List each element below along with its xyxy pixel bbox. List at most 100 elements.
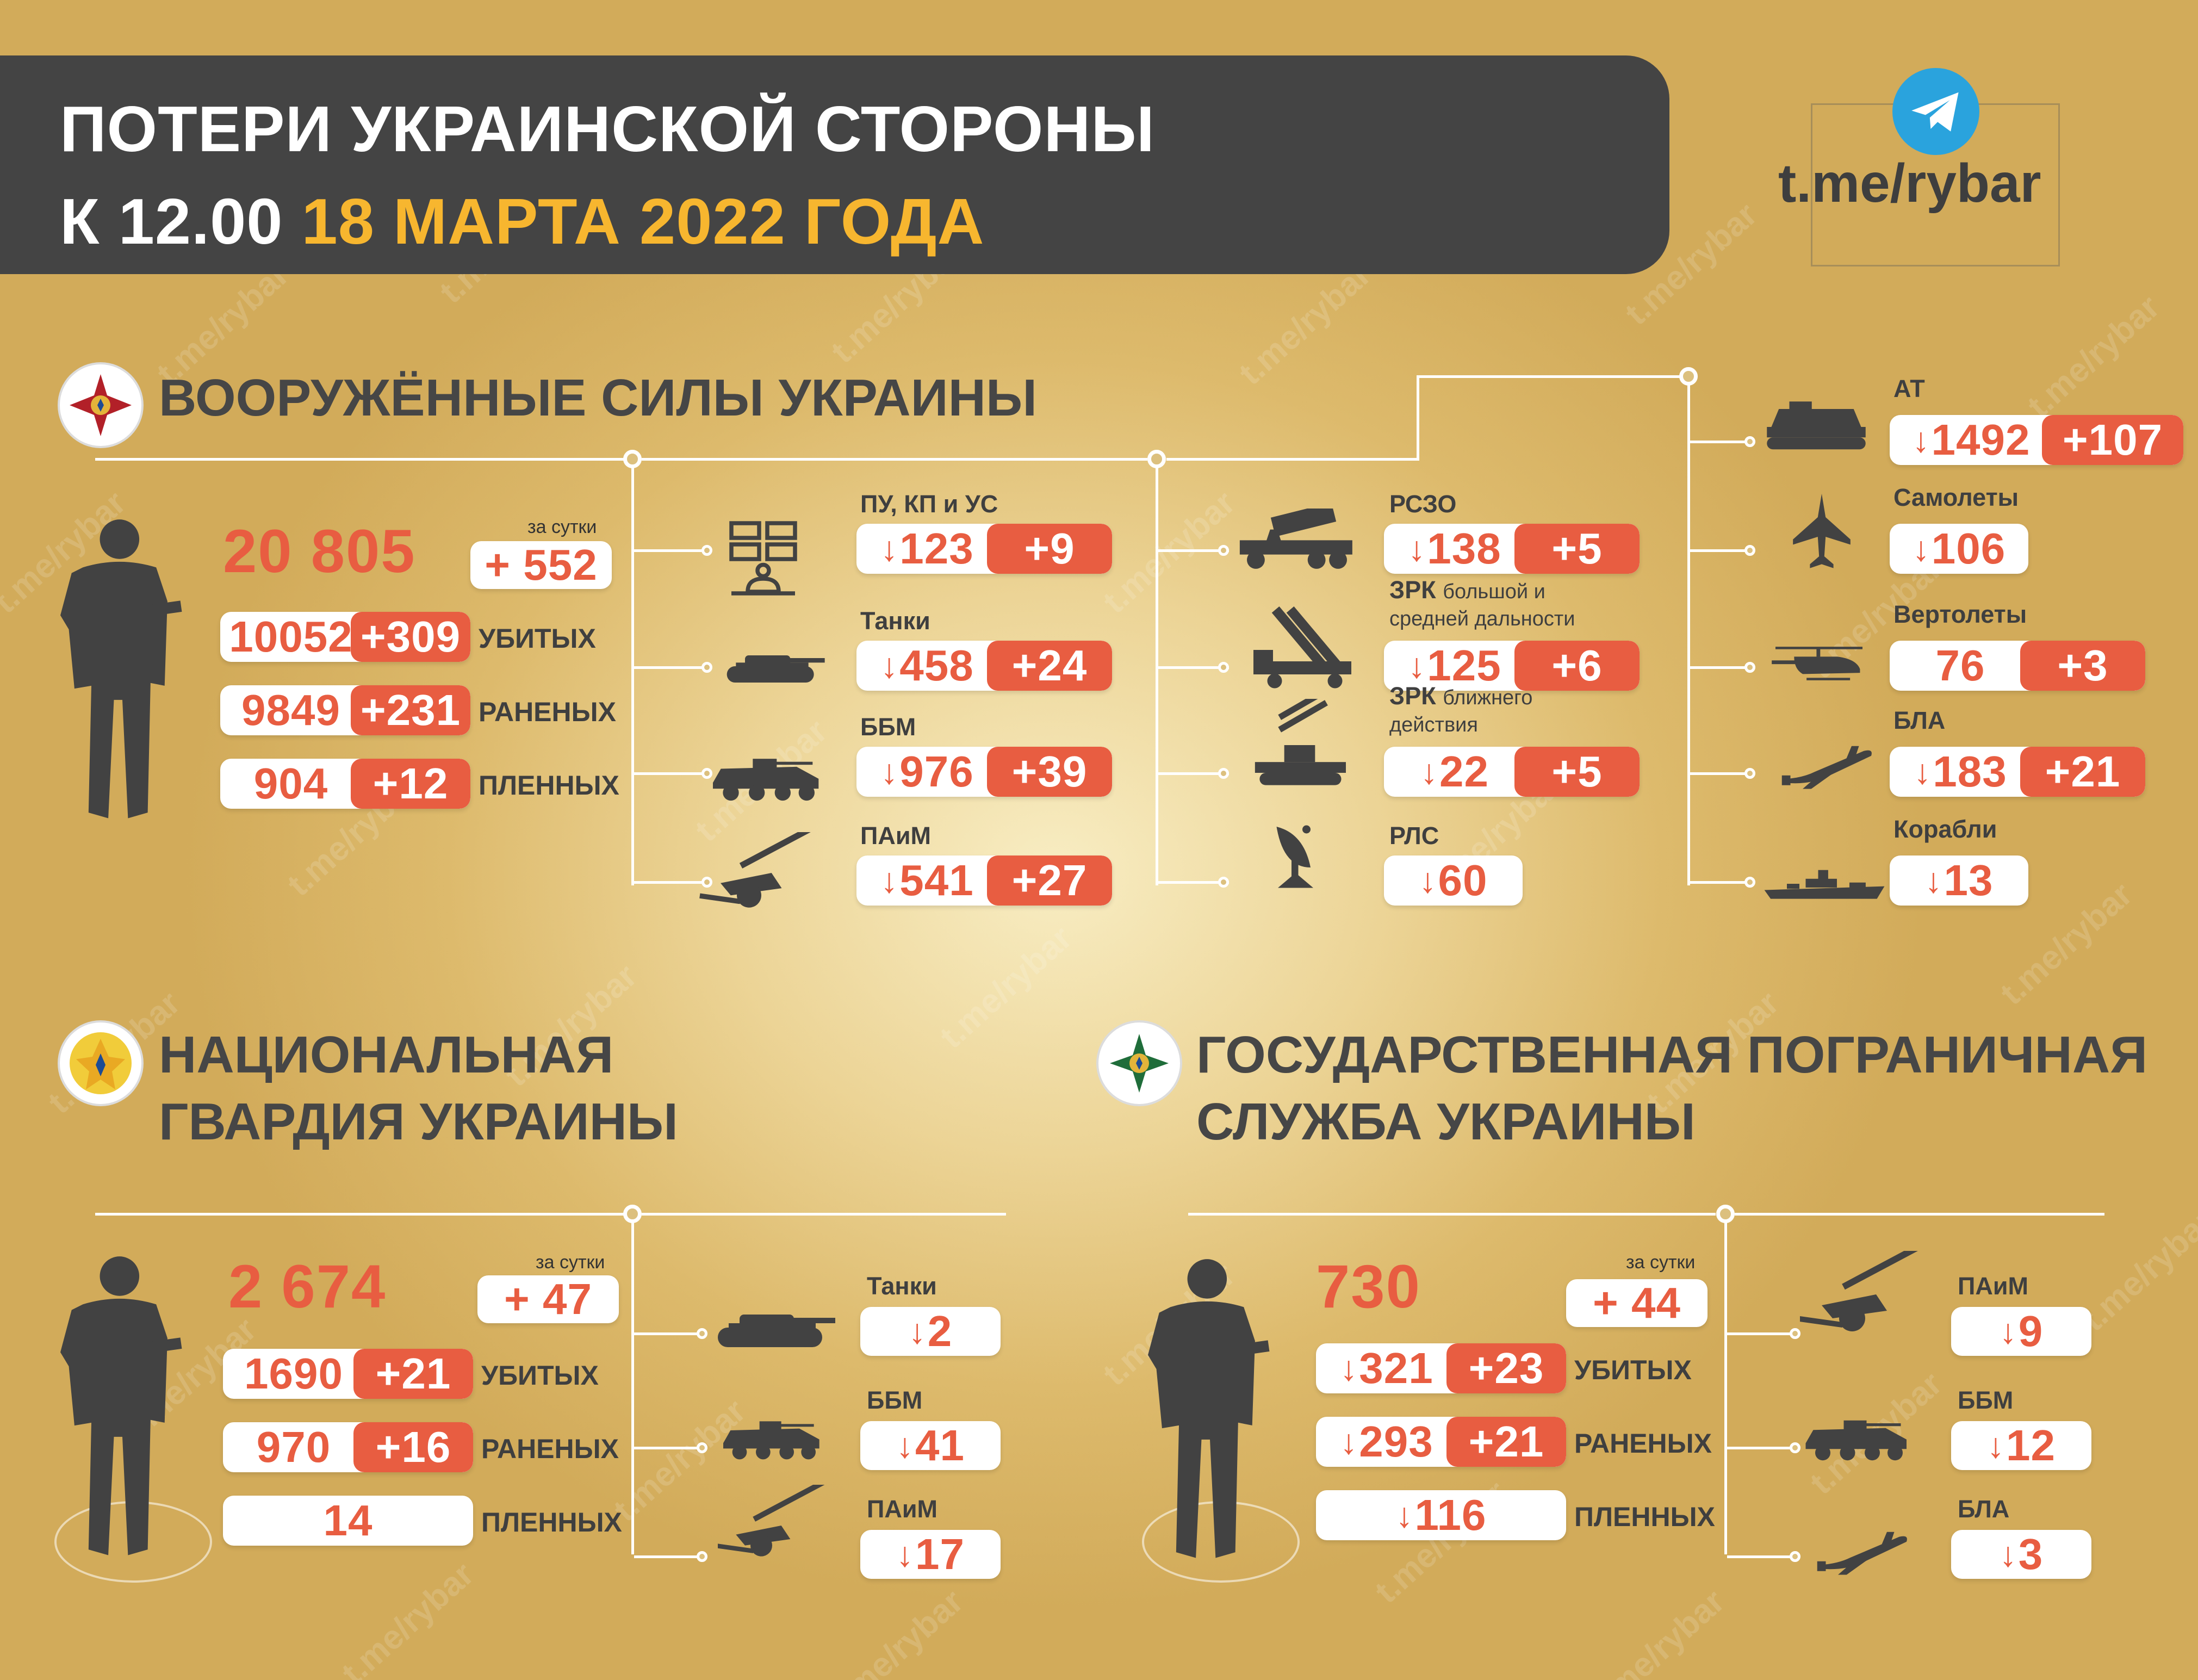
down-arrow-icon: ↓ — [880, 646, 899, 685]
vsu-equip-delta: +9 — [987, 524, 1112, 574]
connector-dot — [1218, 545, 1229, 556]
down-arrow-icon: ↓ — [1419, 861, 1437, 900]
connector-dot — [1790, 1442, 1800, 1453]
ngu-title-line1: НАЦИОНАЛЬНАЯ — [159, 1026, 614, 1084]
vsu-equip-pill: ↓ 541 +27 — [856, 856, 1112, 906]
vsu-equip-label: АТ — [1893, 375, 1925, 402]
apc-icon — [718, 1414, 827, 1463]
ngu-equip-pill: ↓ 17 — [860, 1530, 1001, 1579]
ngu-personnel-label: УБИТЫХ — [481, 1360, 599, 1391]
vsu-col2-spine — [1156, 468, 1158, 885]
gpsu-equip-total: ↓ 12 — [1951, 1421, 2091, 1470]
vsu-node-2 — [1147, 450, 1166, 468]
gpsu-personnel-pill: ↓ 293 +21 — [1316, 1417, 1566, 1467]
telegram-icon[interactable] — [1892, 68, 1979, 155]
command-post-icon — [723, 517, 805, 598]
ngu-personnel-total: 14 — [223, 1496, 473, 1546]
vsu-personnel-delta: +309 — [351, 612, 470, 662]
artillery-icon — [696, 832, 827, 914]
tank-icon — [707, 1294, 837, 1354]
ngu-equip-total-value: 2 — [927, 1307, 953, 1355]
watermark-text: t.me/rybar — [1585, 1582, 1732, 1680]
gpsu-per-day: + 44 — [1593, 1279, 1681, 1327]
watermark-text: t.me/rybar — [2075, 1201, 2198, 1339]
vsu-equip-total: ↓ 60 — [1384, 856, 1523, 906]
gpsu-title-line2: СЛУЖБА УКРАИНЫ — [1196, 1093, 1696, 1151]
vsu-equip-pill: ↓ 125 +6 — [1384, 641, 1640, 691]
gpsu-per-day-pill: + 44 — [1566, 1279, 1708, 1327]
connector — [1690, 666, 1750, 669]
artillery-icon — [1800, 1251, 1930, 1338]
connector — [1690, 881, 1750, 884]
gpsu-personnel-delta: +23 — [1446, 1343, 1566, 1393]
vsu-rule-2 — [642, 458, 1147, 461]
watermark-text: t.me/rybar — [2020, 288, 2167, 425]
connector-dot — [1744, 436, 1755, 447]
vsu-equip-total-value: 13 — [1944, 856, 1994, 904]
connector — [1158, 772, 1229, 775]
vsu-equip-label-sub: ближнего действия — [1389, 686, 1533, 736]
vsu-personnel-total: 9849 — [220, 685, 362, 735]
vsu-equip-delta: +5 — [1514, 747, 1640, 797]
gpsu-personnel-pill: ↓ 321 +23 — [1316, 1343, 1566, 1393]
gpsu-title-line1: ГОСУДАРСТВЕННАЯ ПОГРАНИЧНАЯ — [1196, 1026, 2148, 1084]
vsu-equip-delta: +107 — [2042, 415, 2183, 465]
ngu-personnel-delta: +21 — [353, 1349, 473, 1399]
vsu-equip-total-value: 123 — [899, 524, 974, 573]
vsu-equip-total: ↓ 976 — [856, 747, 998, 797]
ngu-emblem — [60, 1022, 141, 1104]
ngu-node — [623, 1205, 642, 1223]
vsu-total: 20 805 — [223, 517, 416, 585]
drone-icon — [1811, 1528, 1914, 1577]
ngu-personnel-total-value: 14 — [323, 1496, 373, 1545]
down-arrow-icon: ↓ — [1420, 752, 1438, 791]
artillery-icon — [718, 1485, 827, 1566]
channel-link[interactable]: t.me/rybar — [1778, 153, 2041, 214]
vsu-personnel-delta: +231 — [351, 685, 470, 735]
vsu-per-day-label: за сутки — [527, 517, 597, 537]
watermark-text: t.me/rybar — [1232, 255, 1379, 393]
vsu-personnel-label: ПЛЕННЫХ — [479, 770, 619, 801]
vsu-equip-label-sub: большой и средней дальности — [1389, 580, 1575, 630]
vsu-equip-label-main: РСЗО — [1389, 490, 1457, 518]
header-banner — [0, 55, 1669, 274]
vsu-equip-label: ЗРК ближнего действия — [1389, 683, 1596, 737]
vsu-equip-total: ↓ 22 — [1384, 747, 1525, 797]
gpsu-per-day-label: за сутки — [1626, 1252, 1696, 1273]
ngu-total: 2 674 — [228, 1253, 387, 1321]
vsu-per-day-pill: + 552 — [470, 541, 612, 589]
connector-dot — [697, 1328, 707, 1339]
down-arrow-icon: ↓ — [1395, 1496, 1414, 1535]
ngu-personnel-total: 1690 — [223, 1349, 364, 1399]
ngu-personnel-pill: 1690 +21 — [223, 1349, 473, 1399]
gpsu-rule — [1188, 1213, 1716, 1216]
gpsu-equip-pill: ↓ 9 — [1951, 1307, 2091, 1356]
vsu-equip-label: Самолеты — [1893, 483, 2019, 511]
down-arrow-icon: ↓ — [1914, 752, 1932, 791]
vsu-equip-pill: 76 +3 — [1890, 641, 2145, 691]
ngu-equip-pill: ↓ 2 — [860, 1307, 1001, 1356]
ngu-rule — [95, 1213, 634, 1216]
down-arrow-icon: ↓ — [1924, 861, 1943, 900]
gpsu-equip-total-value: 12 — [2006, 1421, 2056, 1470]
vsu-equip-total-value: 138 — [1427, 524, 1501, 573]
sam-short-range-icon — [1245, 699, 1354, 791]
ngu-equip-total: ↓ 41 — [860, 1421, 1001, 1470]
gpsu-personnel-label: РАНЕНЫХ — [1574, 1428, 1712, 1459]
vsu-equip-total-value: 976 — [899, 747, 974, 796]
gpsu-personnel-total: ↓ 321 — [1316, 1343, 1457, 1393]
ngu-personnel-total: 970 — [223, 1422, 364, 1472]
connector-dot — [1790, 1328, 1800, 1339]
vsu-equip-label: ПУ, КП и УС — [860, 490, 998, 518]
header-date: 18 МАРТА 2022 ГОДА — [301, 185, 985, 258]
down-arrow-icon: ↓ — [1987, 1426, 2005, 1465]
vsu-equip-total-value: 183 — [1933, 747, 2007, 796]
vsu-equip-total: ↓ 541 — [856, 856, 998, 906]
vsu-personnel-total-value: 9849 — [241, 686, 340, 734]
vsu-equip-pill: ↓ 183 +21 — [1890, 747, 2145, 797]
apc-icon — [707, 751, 827, 805]
down-arrow-icon: ↓ — [1408, 646, 1426, 685]
vsu-equip-total: 76 — [1890, 641, 2031, 691]
connector-dot — [701, 662, 712, 673]
gpsu-personnel-label: УБИТЫХ — [1574, 1355, 1692, 1385]
